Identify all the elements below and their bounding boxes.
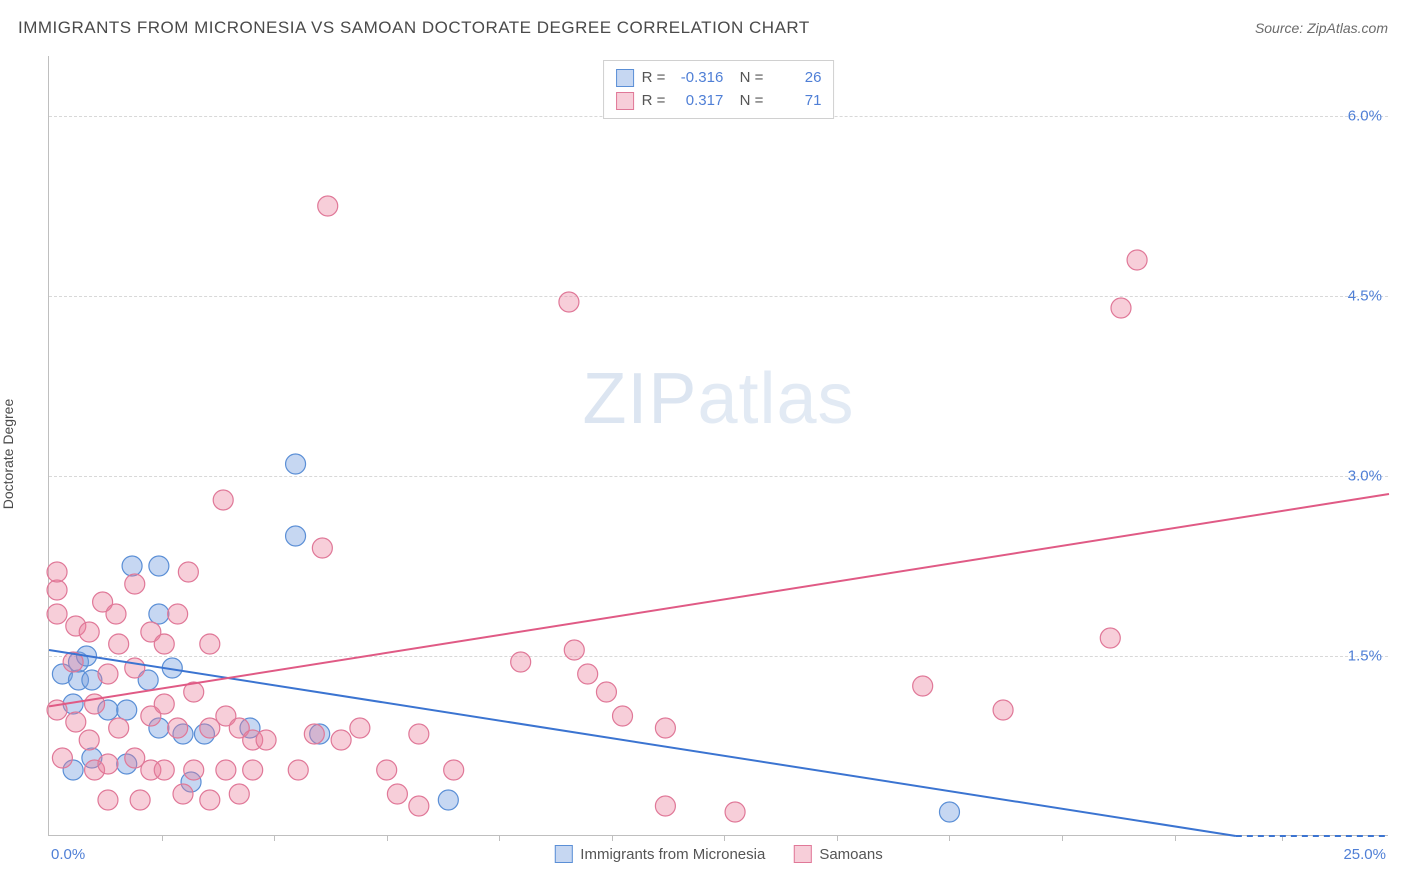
legend-item-series1: Immigrants from Micronesia xyxy=(554,845,765,863)
legend-item-series2: Samoans xyxy=(793,845,882,863)
data-point xyxy=(47,700,67,720)
data-point xyxy=(98,790,118,810)
y-axis-label: Doctorate Degree xyxy=(0,399,16,510)
data-point xyxy=(559,292,579,312)
data-point xyxy=(1111,298,1131,318)
scatter-svg xyxy=(49,56,1388,835)
data-point xyxy=(47,562,67,582)
data-point xyxy=(288,760,308,780)
data-point xyxy=(117,700,137,720)
legend-row-series1: R = -0.316 N = 26 xyxy=(616,67,822,90)
data-point xyxy=(444,760,464,780)
legend-correlation: R = -0.316 N = 26 R = 0.317 N = 71 xyxy=(603,60,835,119)
data-point xyxy=(1127,250,1147,270)
data-point xyxy=(564,640,584,660)
data-point xyxy=(655,796,675,816)
chart-title: IMMIGRANTS FROM MICRONESIA VS SAMOAN DOC… xyxy=(18,18,810,38)
data-point xyxy=(178,562,198,582)
data-point xyxy=(387,784,407,804)
data-point xyxy=(1100,628,1120,648)
data-point xyxy=(216,760,236,780)
data-point xyxy=(184,760,204,780)
data-point xyxy=(993,700,1013,720)
swatch-series1 xyxy=(616,69,634,87)
data-point xyxy=(939,802,959,822)
swatch-series1-bottom xyxy=(554,845,572,863)
data-point xyxy=(511,652,531,672)
data-point xyxy=(149,604,169,624)
swatch-series2 xyxy=(616,92,634,110)
data-point xyxy=(154,760,174,780)
data-point xyxy=(229,784,249,804)
data-point xyxy=(331,730,351,750)
data-point xyxy=(122,556,142,576)
data-point xyxy=(47,580,67,600)
data-point xyxy=(98,664,118,684)
chart-header: IMMIGRANTS FROM MICRONESIA VS SAMOAN DOC… xyxy=(18,18,1388,38)
data-point xyxy=(409,724,429,744)
data-point xyxy=(200,634,220,654)
x-axis-max-label: 25.0% xyxy=(1343,846,1386,863)
swatch-series2-bottom xyxy=(793,845,811,863)
data-point xyxy=(596,682,616,702)
data-point xyxy=(377,760,397,780)
data-point xyxy=(85,694,105,714)
chart-source: Source: ZipAtlas.com xyxy=(1255,20,1388,36)
data-point xyxy=(312,538,332,558)
data-point xyxy=(66,712,86,732)
data-point xyxy=(173,784,193,804)
data-point xyxy=(106,604,126,624)
data-point xyxy=(350,718,370,738)
legend-series: Immigrants from Micronesia Samoans xyxy=(554,845,882,863)
data-point xyxy=(438,790,458,810)
legend-row-series2: R = 0.317 N = 71 xyxy=(616,90,822,113)
data-point xyxy=(256,730,276,750)
data-point xyxy=(154,694,174,714)
data-point xyxy=(109,634,129,654)
data-point xyxy=(98,754,118,774)
data-point xyxy=(168,604,188,624)
data-point xyxy=(200,790,220,810)
trend-line xyxy=(49,494,1389,706)
data-point xyxy=(52,748,72,768)
x-axis-min-label: 0.0% xyxy=(51,846,85,863)
data-point xyxy=(79,622,99,642)
data-point xyxy=(125,574,145,594)
data-point xyxy=(109,718,129,738)
data-point xyxy=(913,676,933,696)
chart-plot-area: ZIPatlas 1.5%3.0%4.5%6.0% R = -0.316 N =… xyxy=(48,56,1388,836)
data-point xyxy=(578,664,598,684)
data-point xyxy=(125,658,145,678)
data-point xyxy=(243,760,263,780)
data-point xyxy=(79,730,99,750)
data-point xyxy=(168,718,188,738)
data-point xyxy=(154,634,174,654)
data-point xyxy=(130,790,150,810)
data-point xyxy=(409,796,429,816)
data-point xyxy=(304,724,324,744)
data-point xyxy=(286,526,306,546)
data-point xyxy=(655,718,675,738)
data-point xyxy=(286,454,306,474)
data-point xyxy=(613,706,633,726)
data-point xyxy=(725,802,745,822)
data-point xyxy=(47,604,67,624)
data-point xyxy=(149,556,169,576)
data-point xyxy=(318,196,338,216)
data-point xyxy=(213,490,233,510)
